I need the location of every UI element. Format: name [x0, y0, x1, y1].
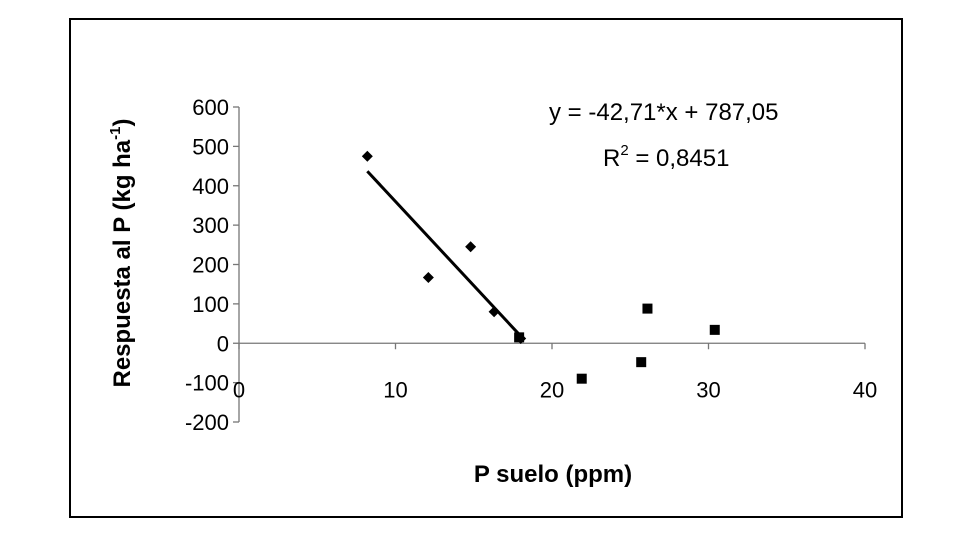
square-point [514, 332, 525, 343]
r-squared-value: = 0,8451 [629, 145, 730, 172]
y-tick-label: 0 [217, 331, 229, 356]
y-tick-label: 600 [192, 95, 229, 120]
y-tick-label: 500 [192, 134, 229, 159]
diamond-point [361, 150, 373, 162]
r-squared-superscript: 2 [620, 142, 628, 159]
y-axis-title-superscript: -1 [107, 127, 124, 140]
r-squared-prefix: R [603, 145, 620, 172]
y-tick-label: 400 [192, 174, 229, 199]
y-tick-label: -200 [185, 410, 229, 435]
x-tick-label: 0 [233, 377, 245, 402]
x-tick-label: 10 [383, 377, 407, 402]
chart-frame: 600 500 400 300 200 100 0 -100 -200 0 10 20 30 40 y =… [69, 18, 903, 518]
square-point [636, 357, 647, 368]
data-points [361, 150, 720, 384]
diamond-point [465, 241, 477, 253]
y-tick-label: 100 [192, 292, 229, 317]
square-point [642, 303, 653, 314]
x-axis-title: P suelo (ppm) [474, 461, 632, 488]
x-tick-label: 20 [540, 377, 564, 402]
diamond-point [422, 271, 434, 283]
y-tick-label: 200 [192, 253, 229, 278]
x-tick-label: 40 [853, 377, 877, 402]
square-point [709, 324, 720, 335]
square-point [576, 373, 587, 384]
y-axis-title-end: ) [109, 119, 136, 127]
axes [233, 106, 866, 423]
y-tick-label: 300 [192, 213, 229, 238]
regression-equation: y = -42,71*x + 787,05 [549, 99, 779, 126]
diamond-point [488, 306, 500, 318]
r-squared-label: R2 = 0,8451 [603, 142, 729, 172]
y-axis-title-main: Respuesta al P (kg ha [109, 139, 136, 387]
y-axis-title: Respuesta al P (kg ha-1) [107, 119, 136, 388]
y-tick-label: -100 [185, 371, 229, 396]
x-tick-label: 30 [696, 377, 720, 402]
